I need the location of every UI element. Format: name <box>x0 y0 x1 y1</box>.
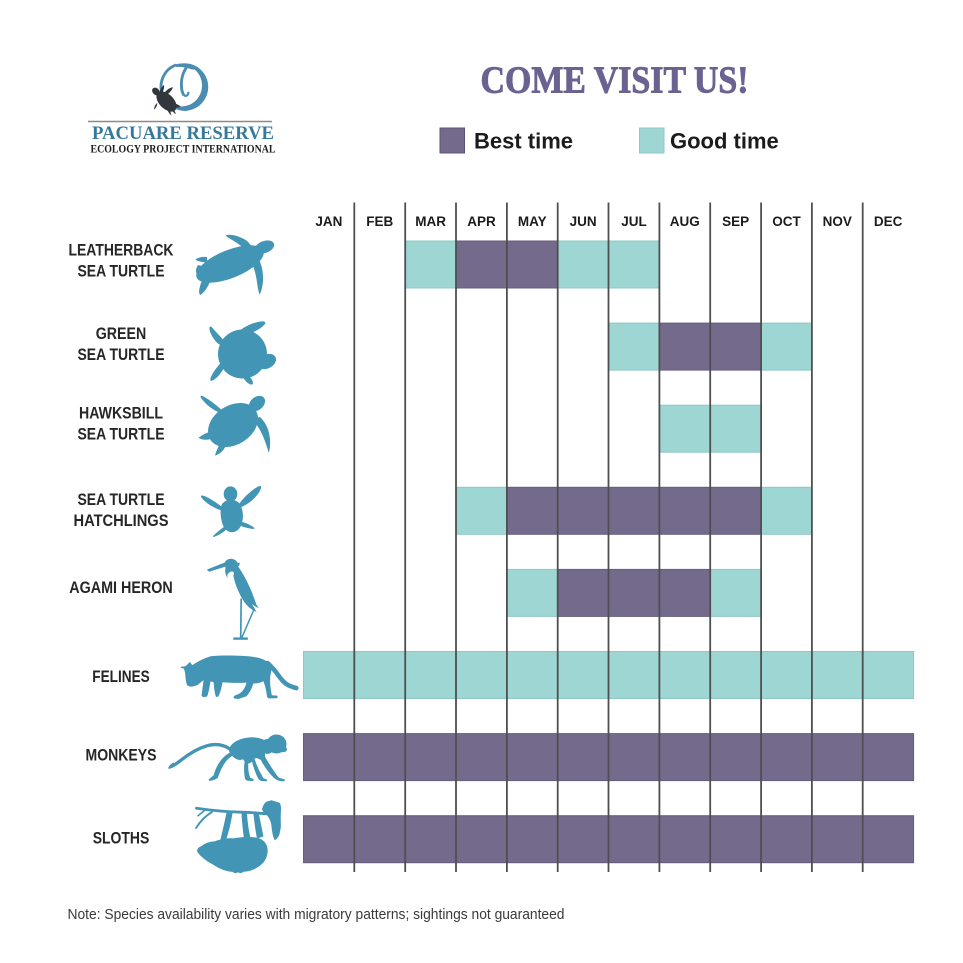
svg-text:MONKEYS: MONKEYS <box>86 747 157 765</box>
svg-text:FEB: FEB <box>366 214 393 229</box>
svg-text:DEC: DEC <box>874 214 903 229</box>
svg-text:OCT: OCT <box>772 214 801 229</box>
svg-text:Note: Species availability var: Note: Species availability varies with m… <box>68 906 565 923</box>
svg-text:JUL: JUL <box>621 214 647 229</box>
svg-text:FELINES: FELINES <box>92 668 150 686</box>
svg-text:MAR: MAR <box>415 214 446 229</box>
svg-text:AGAMI HERON: AGAMI HERON <box>69 579 173 597</box>
svg-text:SEP: SEP <box>722 214 749 229</box>
svg-text:MAY: MAY <box>518 214 547 229</box>
svg-text:SLOTHS: SLOTHS <box>93 829 150 847</box>
svg-text:JAN: JAN <box>315 214 342 229</box>
svg-text:ECOLOGY PROJECT INTERNATIONAL: ECOLOGY PROJECT INTERNATIONAL <box>91 144 276 156</box>
svg-text:Good time: Good time <box>670 129 779 154</box>
svg-text:Best time: Best time <box>474 129 573 154</box>
svg-text:NOV: NOV <box>823 214 852 229</box>
svg-text:COME VISIT US!: COME VISIT US! <box>481 60 749 102</box>
svg-text:PACUARE RESERVE: PACUARE RESERVE <box>92 124 274 144</box>
svg-text:JUN: JUN <box>570 214 597 229</box>
svg-text:APR: APR <box>467 214 496 229</box>
svg-text:AUG: AUG <box>670 214 700 229</box>
